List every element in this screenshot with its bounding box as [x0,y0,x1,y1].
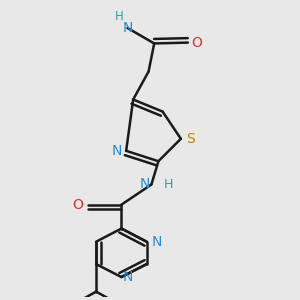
Text: N: N [122,21,133,35]
Text: O: O [191,36,202,50]
Text: O: O [73,198,83,212]
Text: N: N [152,235,162,249]
Text: S: S [186,132,195,146]
Text: H: H [164,178,173,191]
Text: H: H [115,10,124,23]
Text: N: N [112,144,122,158]
Text: N: N [140,178,150,191]
Text: N: N [123,270,133,284]
